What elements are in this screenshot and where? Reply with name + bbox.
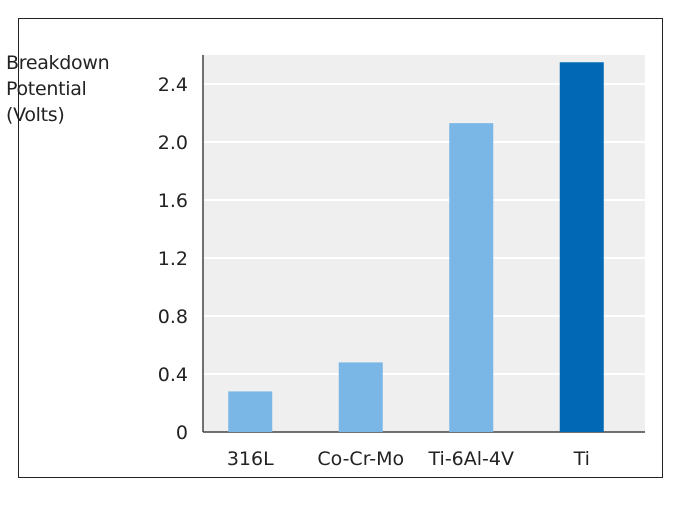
x-tick-label: 316L [227, 448, 274, 470]
bar [338, 362, 383, 432]
y-tick-label: 1.2 [158, 248, 188, 270]
x-tick-label: Co-Cr-Mo [317, 448, 404, 470]
bar [559, 62, 604, 432]
y-axis-label-line: Breakdown [6, 52, 110, 74]
y-tick-label: 2.0 [158, 132, 188, 154]
y-tick-label: 0.8 [158, 306, 188, 328]
y-axis-label-line: (Volts) [6, 104, 65, 126]
bar [449, 123, 494, 433]
y-tick-label: 1.6 [158, 190, 188, 212]
y-tick-label: 0.4 [158, 364, 188, 386]
y-tick-label: 0 [176, 422, 188, 444]
x-tick-label: Ti [573, 448, 590, 470]
x-tick-label: Ti-6Al-4V [428, 448, 514, 470]
y-axis-label: Breakdown Potential (Volts) [6, 50, 110, 128]
bar [228, 391, 273, 432]
y-axis-label-line: Potential [6, 78, 87, 100]
y-tick-label: 2.4 [158, 74, 188, 96]
